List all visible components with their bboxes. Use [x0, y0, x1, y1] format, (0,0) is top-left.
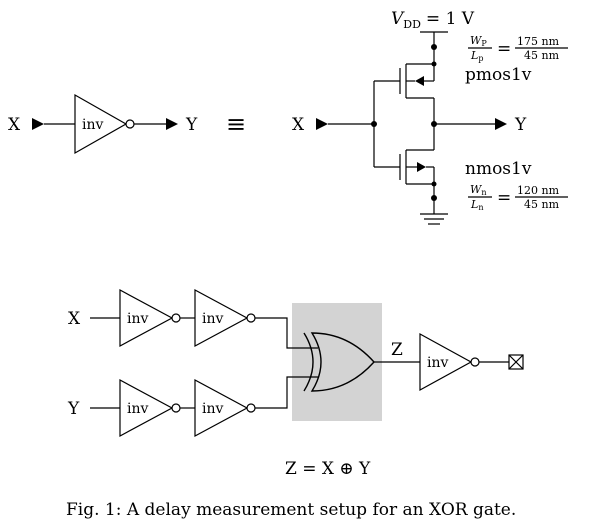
svg-text:120 nm: 120 nm	[517, 184, 560, 197]
figure-caption: Fig. 1: A delay measurement setup for an…	[66, 500, 517, 520]
open-termination-icon	[508, 354, 524, 370]
ground-icon	[420, 198, 448, 225]
vdd-node-dot	[431, 44, 437, 50]
cmos-inverter: X VDD = 1 V Y	[292, 9, 568, 225]
svg-text:175 nm: 175 nm	[517, 35, 560, 48]
svg-text:Wn: Wn	[470, 183, 486, 197]
svg-text:=: =	[497, 39, 511, 59]
pmos-arrow-icon	[415, 76, 424, 86]
cmos-output-arrow-icon	[495, 118, 507, 130]
cmos-input-x: X	[292, 115, 305, 135]
xor-output-z: Z	[391, 340, 403, 360]
inv-gate-label: inv	[82, 117, 103, 133]
setup-input-y: Y	[67, 399, 80, 419]
vdd-label: VDD = 1 V	[391, 9, 475, 31]
inv-output-y: Y	[185, 115, 198, 135]
xor-delay-setup: X inv inv Y inv inv Z inv	[67, 288, 524, 479]
nmos-name: nmos1v	[465, 159, 532, 179]
inverter-x1-label: inv	[127, 311, 148, 327]
cmos-output-y: Y	[514, 115, 527, 135]
svg-text:Lp: Lp	[470, 49, 483, 63]
nmos-width-length-ratio: Wn Ln = 120 nm 45 nm	[468, 183, 568, 212]
load-inverter	[419, 332, 473, 392]
cmos-input-arrow-icon	[316, 118, 328, 130]
svg-text:45 nm: 45 nm	[524, 198, 560, 211]
inverter-y2-label: inv	[202, 401, 223, 417]
inverter-x2	[194, 288, 249, 348]
pmos-name: pmos1v	[465, 65, 532, 85]
output-arrow-icon	[166, 118, 178, 130]
inverter-y2	[194, 378, 249, 438]
xor-gate	[303, 332, 375, 392]
equivalence-symbol: ≡	[226, 110, 246, 138]
nmos-transistor	[399, 124, 437, 201]
nmos-arrow-icon	[417, 162, 426, 172]
svg-text:45 nm: 45 nm	[524, 49, 560, 62]
inverter-bubble	[125, 119, 135, 129]
inv-input-x: X	[8, 115, 21, 135]
xor-equation: Z = X ⊕ Y	[285, 459, 371, 479]
inverter-gate	[74, 93, 128, 155]
inverter-y1-label: inv	[127, 401, 148, 417]
pmos-transistor	[399, 47, 437, 124]
input-arrow-icon	[32, 118, 44, 130]
pmos-width-length-ratio: WP Lp = 175 nm 45 nm	[468, 34, 568, 63]
inverter-x1	[119, 288, 174, 348]
svg-text:WP: WP	[470, 34, 487, 48]
inverter-x2-label: inv	[202, 311, 223, 327]
inverter-y1	[119, 378, 174, 438]
inverter-symbol: X inv Y	[8, 93, 198, 155]
svg-text:Ln: Ln	[470, 198, 483, 212]
load-inverter-label: inv	[427, 355, 448, 371]
setup-input-x: X	[68, 309, 81, 329]
svg-text:=: =	[497, 188, 511, 208]
